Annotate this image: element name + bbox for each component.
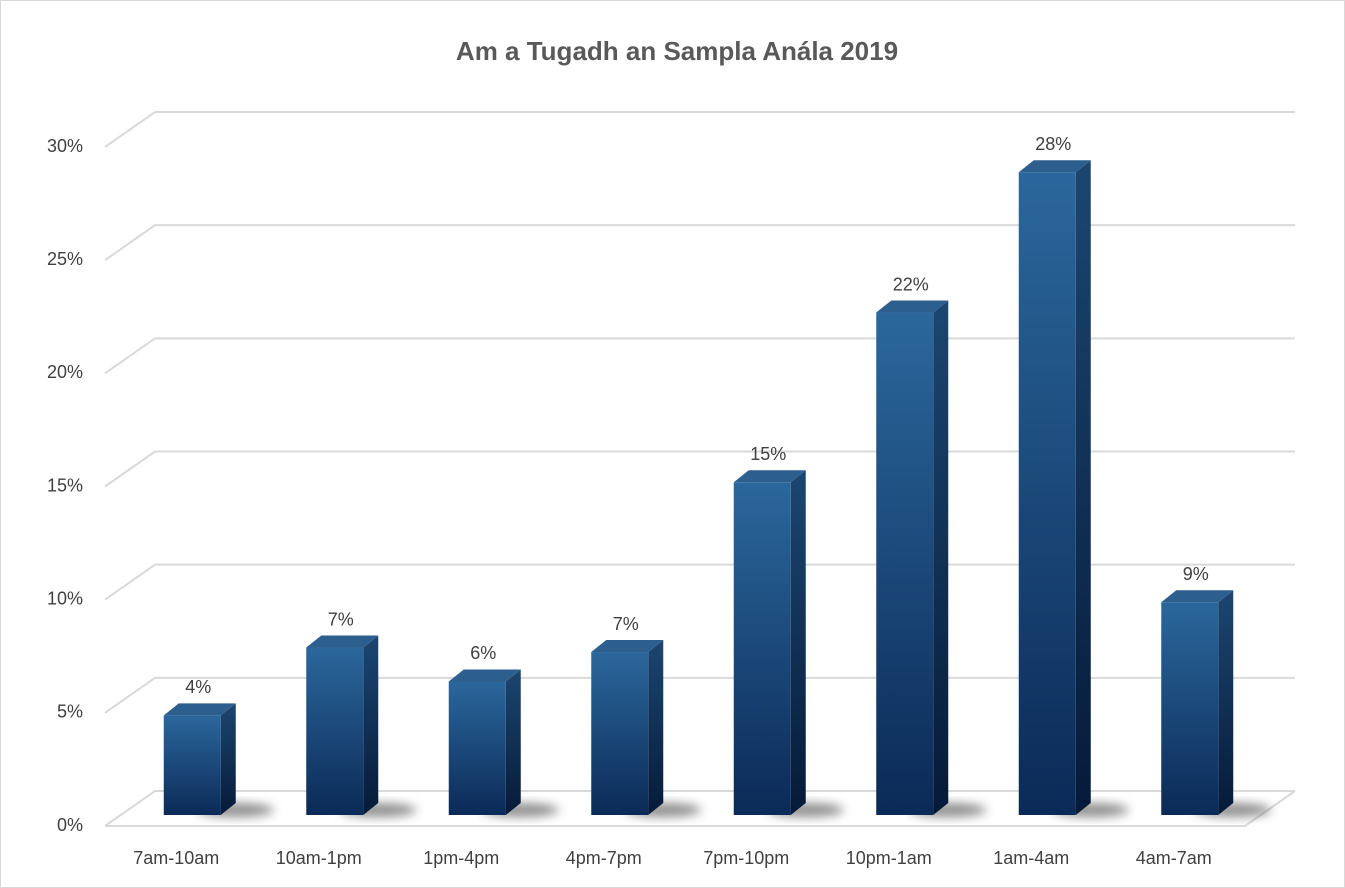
bar-side <box>933 300 949 815</box>
floor <box>105 790 1296 827</box>
bar-top <box>448 669 521 682</box>
bar-front <box>591 652 649 815</box>
data-label: 22% <box>893 274 929 294</box>
bar-side <box>648 640 664 815</box>
data-label: 28% <box>1035 134 1071 154</box>
data-label: 7% <box>613 614 639 634</box>
data-label: 6% <box>470 643 496 663</box>
x-tick-label: 1am-4am <box>993 848 1069 868</box>
data-label: 15% <box>750 444 786 464</box>
data-label: 9% <box>1183 564 1209 584</box>
y-tick-label: 0% <box>57 815 83 835</box>
y-tick-label: 15% <box>47 475 83 495</box>
y-tick-label: 20% <box>47 362 83 382</box>
bar-top <box>876 300 949 313</box>
bar-front <box>733 482 791 815</box>
bar-top <box>1018 160 1091 173</box>
y-tick-label: 25% <box>47 249 83 269</box>
bar-front <box>1161 602 1219 815</box>
bar-front <box>163 715 221 815</box>
bar-front <box>876 312 934 815</box>
bar <box>306 635 379 815</box>
bar <box>591 640 664 815</box>
x-tick-label: 7am-10am <box>133 848 219 868</box>
bar-top <box>733 470 806 483</box>
data-label: 4% <box>185 677 211 697</box>
x-tick-label: 7pm-10pm <box>703 848 789 868</box>
bar-top <box>1161 590 1234 603</box>
bar <box>733 470 806 815</box>
bar <box>1161 590 1234 815</box>
grid-line <box>104 111 1295 148</box>
bar-front <box>1018 172 1076 816</box>
bar-side <box>1075 160 1091 816</box>
bar-front <box>306 647 364 815</box>
x-tick-label: 4pm-7pm <box>566 848 642 868</box>
x-tick-label: 1pm-4pm <box>423 848 499 868</box>
bar-side <box>1218 590 1234 815</box>
x-tick-label: 10am-1pm <box>276 848 362 868</box>
bar <box>448 669 521 815</box>
bar-side <box>220 703 236 815</box>
bar-top <box>163 703 236 716</box>
x-tick-label: 4am-7am <box>1136 848 1212 868</box>
bar-side <box>363 635 379 815</box>
bar <box>1018 160 1091 816</box>
data-label: 7% <box>328 609 354 629</box>
y-tick-label: 10% <box>47 588 83 608</box>
bar-top <box>591 640 664 653</box>
bar <box>876 300 949 815</box>
bar-top <box>306 635 379 648</box>
bar-side <box>505 669 521 815</box>
bar-front <box>448 681 506 815</box>
y-tick-label: 5% <box>57 702 83 722</box>
chart-title: Am a Tugadh an Sampla Anála 2019 <box>456 36 898 66</box>
grid-line <box>104 224 1295 261</box>
y-tick-label: 30% <box>47 136 83 156</box>
x-tick-label: 10pm-1am <box>846 848 932 868</box>
bar <box>163 703 236 815</box>
bar-side <box>790 470 806 815</box>
